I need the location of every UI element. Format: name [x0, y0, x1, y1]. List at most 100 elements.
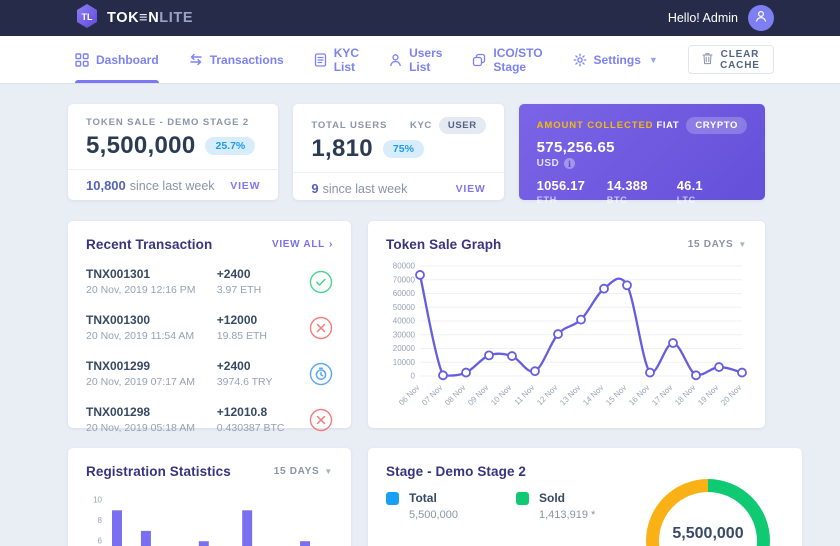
svg-text:09 Nov: 09 Nov — [466, 383, 490, 407]
transaction-converted: 19.85 ETH — [216, 330, 267, 342]
info-icon[interactable]: i — [564, 158, 576, 169]
brand-logo[interactable]: TL TOK≡NLITE — [75, 3, 193, 34]
nav-item-users-list[interactable]: Users List — [389, 36, 442, 83]
status-failed-icon — [307, 408, 333, 432]
svg-text:TL: TL — [82, 12, 93, 22]
svg-text:19 Nov: 19 Nov — [696, 383, 720, 407]
chevron-right-icon: › — [328, 239, 333, 250]
nav-item-label: Settings — [593, 52, 641, 67]
transaction-id: TNX001298 — [86, 405, 151, 419]
swap-icon — [189, 53, 203, 66]
transaction-date: 20 Nov, 2019 05:18 AM — [86, 422, 195, 434]
gear-icon — [573, 53, 587, 67]
greeting-text: Hello! Admin — [667, 11, 738, 25]
fiat-amount: 575,256.65 — [536, 139, 615, 156]
view-all-link[interactable]: VIEW ALL › — [271, 239, 333, 250]
status-failed-icon — [307, 316, 333, 340]
transaction-converted: 3974.6 TRY — [216, 376, 273, 388]
registration-statistics-panel: Registration Statistics 15 DAYS ▼ 108642… — [68, 448, 351, 546]
status-pending-icon — [307, 362, 333, 386]
transaction-date: 20 Nov, 2019 07:17 AM — [86, 376, 195, 388]
transaction-amount: +12000 — [216, 313, 258, 327]
nav-item-settings[interactable]: Settings ▼ — [573, 36, 658, 83]
person-icon — [754, 9, 768, 28]
transaction-row[interactable]: TNX001301 20 Nov, 2019 12:16 PM +2400 3.97 … — [86, 258, 333, 304]
transaction-id: TNX001300 — [86, 313, 151, 327]
crypto-toggle[interactable]: CRYPTO — [686, 117, 747, 134]
clear-cache-button[interactable]: CLEAR CACHE — [687, 45, 774, 74]
nav-item-ico-sto-stage[interactable]: ICO/STO Stage — [472, 36, 543, 83]
token-sale-card: TOKEN SALE - DEMO STAGE 2 5,500,000 25.7… — [68, 104, 279, 200]
transaction-amount: +12010.8 — [216, 405, 268, 419]
fiat-currency-label: USD — [536, 158, 560, 169]
stage-overview-title: Stage - Demo Stage 2 — [386, 464, 527, 479]
transaction-amount: +2400 — [216, 267, 251, 281]
svg-text:40000: 40000 — [393, 317, 416, 326]
legend-swatch — [386, 492, 399, 505]
svg-text:15 Nov: 15 Nov — [604, 383, 628, 407]
svg-text:06 Nov: 06 Nov — [397, 383, 421, 407]
nav-item-label: Transactions — [209, 52, 284, 67]
kyc-toggle[interactable]: KYC — [410, 120, 432, 131]
total-users-view-link[interactable]: VIEW — [455, 182, 486, 195]
crypto-amount-ltc: 46.1 LTC — [676, 178, 703, 205]
svg-text:17 Nov: 17 Nov — [650, 383, 674, 407]
transaction-converted: 0.430387 BTC — [216, 422, 285, 434]
svg-text:20000: 20000 — [393, 344, 416, 353]
token-sale-graph-title: Token Sale Graph — [386, 237, 502, 252]
legend-item-sold: Sold 1,413,919 * — [516, 491, 646, 540]
donut-center-value: 5,500,000 — [672, 525, 744, 542]
file-list-icon — [314, 52, 327, 67]
coins-icon — [472, 53, 486, 67]
nav-item-kyc-list[interactable]: KYC List — [314, 36, 359, 83]
svg-text:07 Nov: 07 Nov — [420, 383, 444, 407]
user-avatar[interactable] — [748, 5, 774, 31]
main-nav: Dashboard Transactions KYC List Users List I… — [0, 36, 840, 83]
transaction-row[interactable]: TNX001299 20 Nov, 2019 07:17 AM +2400 3974.… — [86, 350, 333, 396]
legend-label: Total — [409, 491, 437, 505]
fiat-toggle[interactable]: FIAT — [656, 120, 680, 131]
transaction-date: 20 Nov, 2019 12:16 PM — [86, 284, 196, 296]
legend-value: 5,500,000 — [409, 509, 458, 521]
top-header: TL TOK≡NLITE Hello! Admin — [0, 0, 840, 36]
crypto-amount-btc: 14.388 BTC — [606, 178, 648, 205]
trash-icon — [702, 52, 713, 68]
nav-item-dashboard[interactable]: Dashboard — [75, 36, 159, 83]
token-sale-delta: 10,800 since last week — [86, 178, 215, 193]
legend-swatch — [516, 492, 529, 505]
nav-item-transactions[interactable]: Transactions — [189, 36, 284, 83]
legend-item-total: Total 5,500,000 — [386, 491, 516, 540]
token-sale-value: 5,500,000 — [86, 132, 196, 159]
line-chart-period-dropdown[interactable]: 15 DAYS ▼ — [687, 239, 747, 250]
stage-donut-chart: 5,500,000 TLE — [646, 479, 770, 546]
grid-icon — [75, 52, 89, 67]
svg-text:10: 10 — [93, 496, 102, 505]
svg-text:0: 0 — [411, 372, 416, 381]
svg-text:80000: 80000 — [393, 262, 416, 271]
transaction-date: 20 Nov, 2019 11:54 AM — [86, 330, 195, 342]
token-sale-view-link[interactable]: VIEW — [230, 179, 261, 192]
token-sale-percent-badge: 25.7% — [205, 137, 256, 155]
svg-text:30000: 30000 — [393, 330, 416, 339]
user-toggle[interactable]: USER — [438, 117, 486, 134]
svg-text:6: 6 — [98, 537, 103, 546]
bar-chart-period-dropdown[interactable]: 15 DAYS ▼ — [273, 466, 333, 477]
token-sale-line-chart: 0 10000 20000 30000 40000 50000 60000 70000 8000… — [393, 262, 747, 407]
nav-item-label: Users List — [409, 45, 443, 74]
chevron-down-icon: ▼ — [648, 54, 658, 65]
recent-transactions-title: Recent Transaction — [86, 237, 213, 252]
svg-text:12 Nov: 12 Nov — [535, 383, 559, 407]
total-users-delta: 9 since last week — [311, 181, 408, 196]
user-icon — [389, 53, 402, 67]
transaction-row[interactable]: TNX001298 20 Nov, 2019 05:18 AM +12010.8 0.… — [86, 396, 333, 442]
chevron-down-icon: ▼ — [324, 467, 333, 476]
svg-text:10000: 10000 — [393, 358, 416, 367]
nav-item-label: Dashboard — [96, 52, 159, 67]
svg-text:20 Nov: 20 Nov — [719, 383, 743, 407]
transaction-row[interactable]: TNX001300 20 Nov, 2019 11:54 AM +12000 19.8… — [86, 304, 333, 350]
svg-text:8: 8 — [98, 516, 103, 525]
status-success-icon — [307, 270, 333, 294]
amount-collected-label: AMOUNT COLLECTED — [536, 120, 654, 131]
total-users-card: TOTAL USERS KYC USER 1,810 75% 9 since la… — [293, 104, 504, 200]
